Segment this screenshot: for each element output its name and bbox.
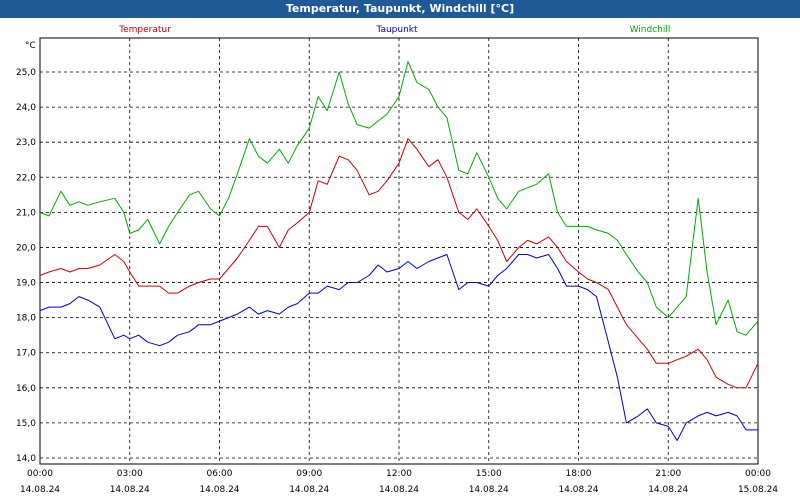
x-tick-time: 00:00 [27, 469, 53, 479]
x-tick-time: 15:00 [476, 469, 502, 479]
y-axis-label: °C [25, 41, 36, 51]
y-tick-label: 14,0 [16, 454, 36, 464]
series-line-temperatur [39, 138, 759, 389]
y-tick-label: 20,0 [16, 243, 36, 253]
chart-title: Temperatur, Taupunkt, Windchill [°C] [0, 0, 800, 18]
legend-item-temperatur: Temperatur [118, 25, 171, 35]
legend: Temperatur Taupunkt Windchill [118, 25, 670, 35]
y-tick-label: 25,0 [16, 68, 36, 78]
x-tick-time: 09:00 [296, 469, 322, 479]
x-tick-date: 14.08.24 [469, 485, 509, 495]
line-chart: 14,0 15,0 16,0 17,0 18,0 19,0 20,0 21,0 22,0 23,0… [16, 25, 778, 495]
y-tick-label: 19,0 [16, 279, 36, 289]
axes: 14,0 15,0 16,0 17,0 18,0 19,0 20,0 21,0 22,0 23,0… [16, 41, 778, 495]
grid [39, 37, 759, 465]
y-tick-label: 24,0 [16, 103, 36, 113]
x-tick-date: 14.08.24 [289, 485, 329, 495]
series-lines [39, 61, 759, 441]
x-tick-date: 14.08.24 [648, 485, 688, 495]
x-tick-time: 06:00 [207, 469, 233, 479]
x-tick-date: 14.08.24 [558, 485, 598, 495]
x-tick-time: 21:00 [655, 469, 681, 479]
y-tick-label: 21,0 [16, 208, 36, 218]
y-tick-label: 22,0 [16, 173, 36, 183]
x-tick-date: 14.08.24 [110, 485, 150, 495]
y-tick-label: 23,0 [16, 138, 36, 148]
x-tick-date: 14.08.24 [199, 485, 239, 495]
y-tick-label: 16,0 [16, 384, 36, 394]
x-tick-date: 15.08.24 [738, 485, 778, 495]
x-tick-time: 03:00 [117, 469, 143, 479]
y-tick-label: 17,0 [16, 349, 36, 359]
legend-item-taupunkt: Taupunkt [375, 25, 418, 35]
x-tick-time: 12:00 [386, 469, 412, 479]
series-line-windchill [39, 61, 759, 336]
y-tick-label: 15,0 [16, 419, 36, 429]
y-tick-label: 18,0 [16, 314, 36, 324]
x-tick-time: 18:00 [566, 469, 592, 479]
x-tick-date: 14.08.24 [379, 485, 419, 495]
x-tick-date: 14.08.24 [20, 485, 60, 495]
x-tick-time: 00:00 [745, 469, 771, 479]
series-line-taupunkt [39, 254, 758, 441]
legend-item-windchill: Windchill [630, 25, 671, 35]
